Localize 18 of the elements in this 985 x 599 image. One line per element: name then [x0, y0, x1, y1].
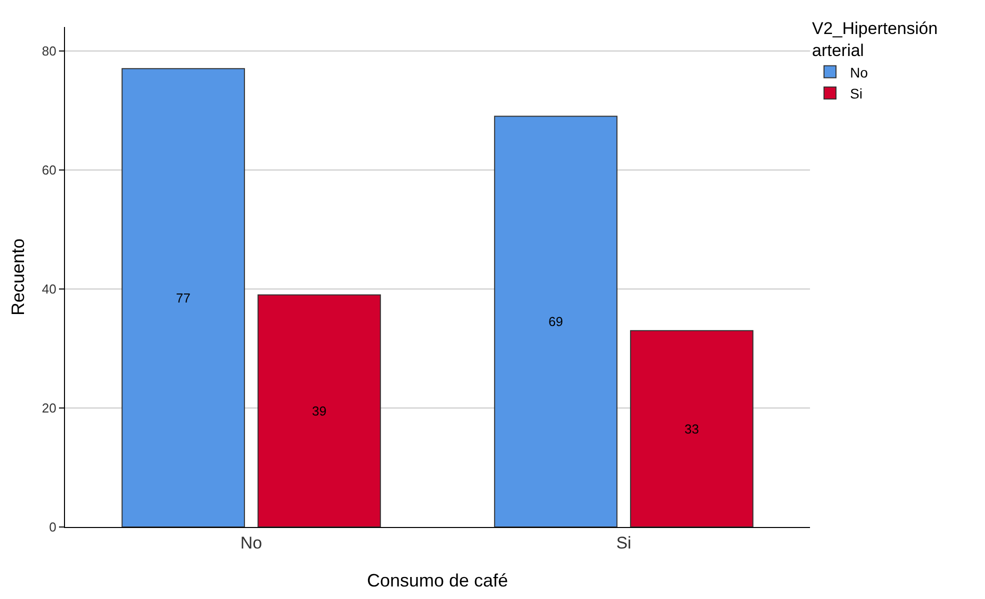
y-tick-label: 20: [42, 400, 56, 416]
legend-title: V2_Hipertensión arterial: [812, 19, 938, 60]
bar: [258, 294, 381, 527]
bar: [122, 68, 245, 527]
y-tick-label: 80: [42, 43, 56, 58]
data-label: 39: [312, 403, 326, 418]
bar: [494, 116, 618, 527]
y-tick-label: 40: [42, 281, 56, 296]
legend-label: No: [850, 64, 868, 80]
x-axis-title: Consumo de café: [366, 570, 508, 590]
bar: [630, 330, 754, 527]
y-tick-label: 60: [42, 162, 56, 178]
y-tick-label: 0: [49, 520, 56, 535]
y-axis-title: Recuento: [8, 238, 28, 316]
data-label: 69: [548, 314, 564, 330]
data-label: 33: [684, 421, 699, 436]
legend-label: Si: [850, 85, 862, 102]
data-label: 77: [176, 290, 191, 306]
